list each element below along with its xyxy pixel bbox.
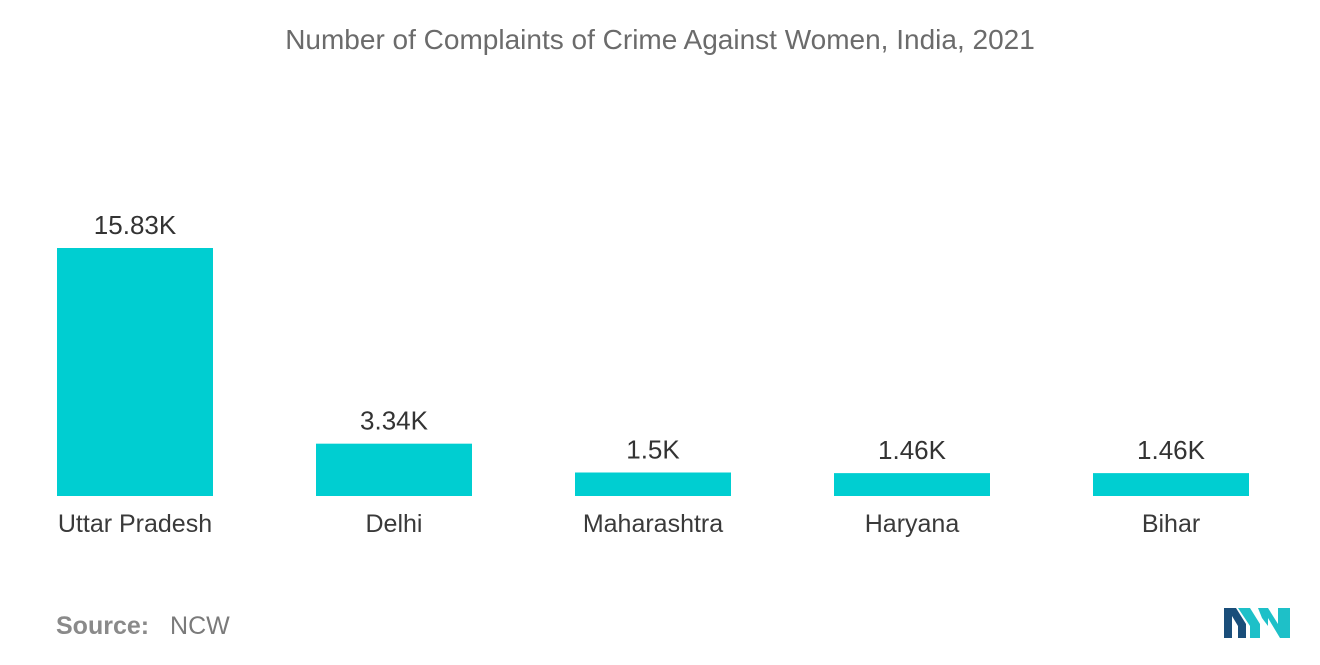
bar-haryana (834, 473, 990, 496)
value-label-delhi: 3.34K (360, 406, 429, 436)
bar-bihar (1093, 473, 1249, 496)
value-label-maharashtra: 1.5K (626, 435, 680, 465)
category-label-maharashtra: Maharashtra (583, 510, 723, 538)
bar-delhi (316, 443, 472, 496)
category-label-delhi: Delhi (366, 510, 423, 538)
bar-chart: 15.83K 3.34K 1.5K 1.46K 1.46K Uttar Pradesh D… (57, 210, 1249, 538)
brand-logo-icon (1224, 608, 1290, 638)
category-label-bihar: Bihar (1142, 510, 1200, 538)
bar-maharashtra (575, 472, 731, 496)
value-label-haryana: 1.46K (878, 435, 947, 465)
chart-title: Number of Complaints of Crime Against Wo… (285, 24, 1035, 55)
logo-shape-left (1224, 608, 1246, 638)
category-label-uttar-pradesh: Uttar Pradesh (58, 510, 212, 538)
logo-shape-mid (1238, 608, 1260, 638)
bars-group (57, 248, 1249, 496)
logo-shape-right (1258, 608, 1290, 638)
source-label: Source: (56, 612, 150, 640)
source-value: NCW (170, 612, 230, 640)
value-label-uttar-pradesh: 15.83K (94, 210, 177, 240)
source-note: Source: NCW (56, 612, 230, 641)
category-label-haryana: Haryana (865, 510, 960, 538)
value-labels-group: 15.83K 3.34K 1.5K 1.46K 1.46K (94, 210, 1206, 465)
category-labels-group: Uttar Pradesh Delhi Maharashtra Haryana Biha… (58, 510, 1200, 538)
bar-uttar-pradesh (57, 248, 213, 496)
value-label-bihar: 1.46K (1137, 435, 1206, 465)
